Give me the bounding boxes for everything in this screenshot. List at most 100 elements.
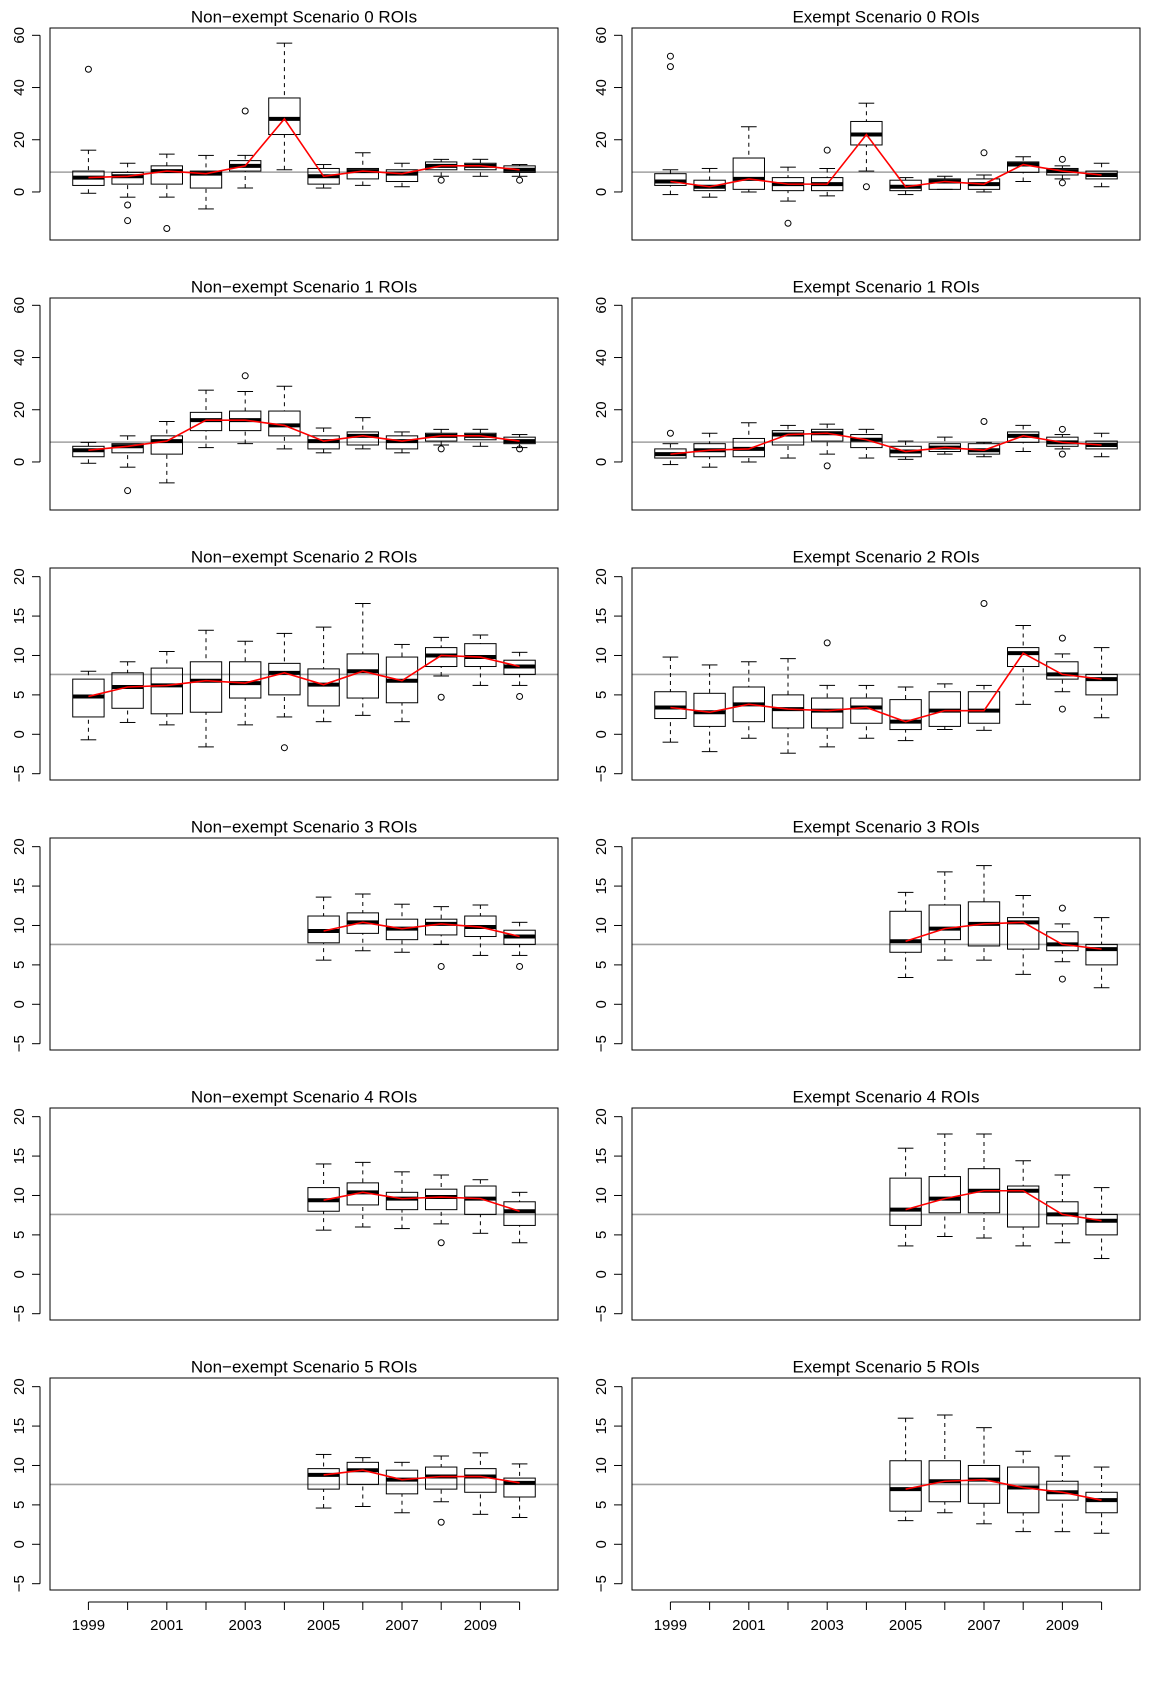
panel: Exempt Scenario 1 ROIs 0 20 40 60 [593,277,1141,511]
box [150,435,183,455]
y-tick-label: 0 [593,730,610,738]
box [1007,1185,1040,1228]
y-tick-label: 0 [11,188,28,196]
median-line [88,419,520,452]
y-tick-label: 15 [11,1148,28,1165]
y-tick-label: 10 [593,1187,610,1204]
y-tick-label: 5 [593,1231,610,1239]
panel: Exempt Scenario 0 ROIs 0 20 40 60 [593,7,1141,241]
box [967,691,1001,724]
y-tick-label: 15 [11,608,28,625]
outlier [1058,705,1066,713]
median-line [670,133,1102,188]
y-tick-label: 20 [11,401,28,418]
y-tick-label: 40 [11,349,28,366]
y-tick-label: 10 [593,647,610,664]
panel-title: Non−exempt Scenario 1 ROIs [191,277,417,296]
box [732,157,765,190]
box [150,667,183,715]
x-tick-label: 2009 [464,1617,497,1634]
outlier [1058,450,1066,458]
panel-title: Non−exempt Scenario 2 ROIs [191,547,417,566]
median-line [670,432,1102,455]
outlier [516,445,524,453]
box [1007,917,1040,950]
y-tick-label: 20 [11,1378,28,1395]
panel-title: Non−exempt Scenario 3 ROIs [191,817,417,836]
plot-frame [631,567,1141,781]
y-tick-label: 0 [593,1270,610,1278]
y-tick-label: 20 [11,131,28,148]
x-tick-label: 2007 [967,1617,1000,1634]
box [850,697,883,724]
median-line [323,1191,520,1213]
outlier [823,639,831,647]
box [503,1201,536,1226]
y-tick-label: 0 [11,1270,28,1278]
outlier [241,372,249,380]
outlier [437,693,445,701]
outlier [437,1239,445,1247]
panel-title: Non−exempt Scenario 5 ROIs [191,1357,417,1376]
panel: Non−exempt Scenario 5 ROIs −5 0 5 10 15 20 1999… [11,1357,559,1634]
y-tick-label: 10 [11,1187,28,1204]
panel: Exempt Scenario 2 ROIs −5 0 5 10 15 20 [593,547,1141,782]
outlier [980,149,988,157]
panel: Exempt Scenario 5 ROIs −5 0 5 10 15 20 1999 2001… [593,1357,1141,1634]
y-tick-label: −5 [593,1305,610,1322]
box [771,430,805,446]
y-tick-label: 5 [11,691,28,699]
box [771,694,805,729]
box [189,661,223,713]
y-tick-label: 0 [593,1000,610,1008]
plot-frame [49,567,559,781]
panel: Exempt Scenario 4 ROIs −5 0 5 10 15 20 [593,1087,1141,1322]
outlier [516,692,524,700]
y-tick-label: −5 [11,765,28,782]
plot-frame [49,27,559,241]
box [425,1188,458,1211]
outlier [437,445,445,453]
panel: Non−exempt Scenario 2 ROIs −5 0 5 10 15 20 [11,547,559,782]
panel: Non−exempt Scenario 3 ROIs −5 0 5 10 15 20 [11,817,559,1052]
outlier [1058,634,1066,642]
x-tick-label: 2001 [732,1617,765,1634]
panel-title: Exempt Scenario 5 ROIs [792,1357,979,1376]
y-tick-label: −5 [593,1575,610,1592]
y-tick-label: 5 [593,1501,610,1509]
y-tick-label: 20 [593,1378,610,1395]
plot-frame [631,1377,1141,1591]
box [889,910,922,953]
plot-frame [49,1107,559,1321]
y-tick-label: 15 [11,878,28,895]
box [1046,931,1079,952]
y-tick-label: 10 [11,1457,28,1474]
y-tick-label: 0 [593,458,610,466]
outlier [1058,425,1066,433]
y-tick-label: 0 [11,1540,28,1548]
y-tick-label: 15 [593,1148,610,1165]
median-line [905,921,1102,950]
y-tick-label: 10 [593,917,610,934]
median-line [905,1478,1102,1501]
y-tick-label: −5 [11,1575,28,1592]
box [150,165,183,185]
x-tick-label: 2003 [811,1617,844,1634]
panel-title: Exempt Scenario 0 ROIs [792,7,979,26]
outlier [784,219,792,227]
y-tick-label: 40 [593,79,610,96]
y-tick-label: 60 [593,297,610,314]
median-line [323,1469,520,1484]
y-tick-label: 10 [593,1457,610,1474]
box [189,170,223,189]
plot-frame [631,297,1141,511]
x-tick-label: 1999 [72,1617,105,1634]
outlier [516,962,524,970]
outlier [1058,904,1066,912]
y-tick-label: 40 [593,349,610,366]
x-tick-label: 2007 [385,1617,418,1634]
x-tick-label: 2009 [1046,1617,1079,1634]
box [385,1469,419,1495]
plot-frame [631,1107,1141,1321]
